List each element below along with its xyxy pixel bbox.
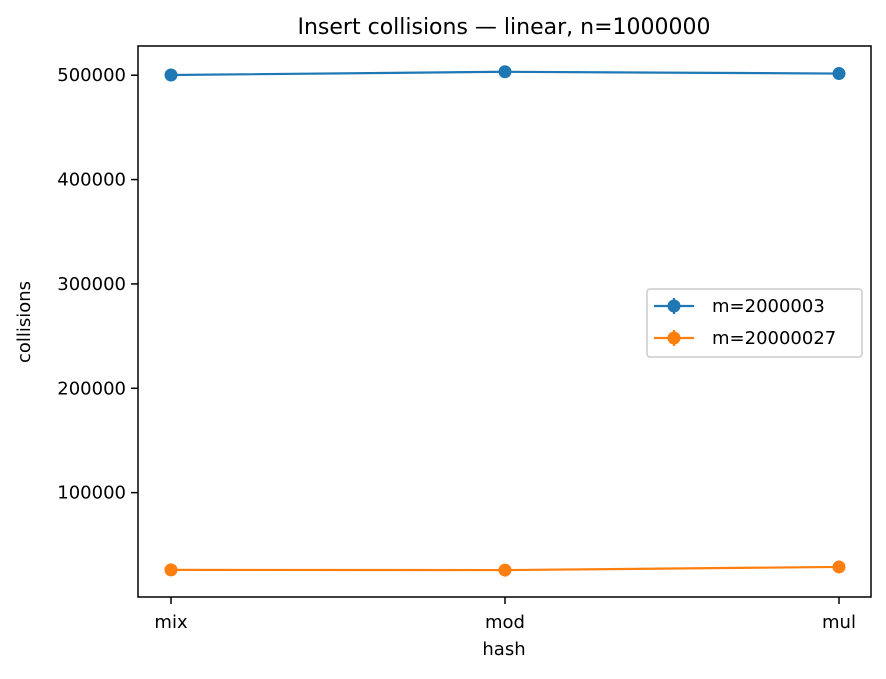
y-tick-label: 500000 (57, 65, 126, 86)
legend-label-1: m=20000027 (712, 328, 836, 349)
x-axis-ticks: mix mod mul (154, 597, 856, 633)
y-axis-ticks: 100000 200000 300000 400000 500000 (57, 65, 138, 504)
x-tick-label: mix (154, 612, 188, 633)
y-tick-label: 300000 (57, 274, 126, 295)
x-tick-label: mul (822, 612, 856, 633)
legend-marker-0 (667, 299, 681, 313)
series-layer (164, 65, 846, 577)
series-0-point-0 (164, 68, 178, 82)
series-0-point-1 (498, 65, 512, 79)
legend-box (646, 288, 863, 358)
y-tick-label: 200000 (57, 378, 126, 399)
y-tick-label: 400000 (57, 170, 126, 191)
legend-items: m=2000003 m=20000027 (654, 296, 836, 349)
series-1-point-2 (832, 560, 846, 574)
series-0-point-2 (832, 67, 846, 81)
y-tick-label: 100000 (57, 483, 126, 504)
x-axis-label: hash (482, 639, 525, 660)
chart-title: Insert collisions — linear, n=1000000 (298, 15, 711, 40)
legend-label-0: m=2000003 (712, 296, 825, 317)
series-1-point-0 (164, 563, 178, 577)
x-tick-label: mod (485, 612, 525, 633)
legend: m=2000003 m=20000027 (646, 288, 863, 358)
legend-marker-1 (667, 331, 681, 345)
series-1-point-1 (498, 563, 512, 577)
y-axis-label: collisions (14, 281, 35, 363)
